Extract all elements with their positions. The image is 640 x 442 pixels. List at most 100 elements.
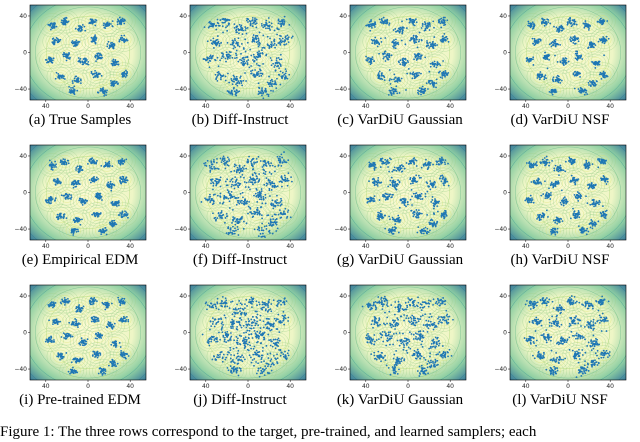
y-tick-label: −40 (334, 86, 347, 93)
sample-point (226, 25, 229, 27)
sample-point (572, 42, 575, 44)
sample-point (280, 203, 283, 206)
sample-point (256, 53, 259, 56)
sample-point (55, 166, 57, 168)
sample-point (282, 75, 284, 77)
sample-point (121, 36, 124, 39)
sample-point (431, 79, 433, 82)
sample-point (559, 78, 562, 81)
contour-line (116, 67, 132, 81)
sample-point (442, 16, 445, 19)
sample-point (264, 173, 267, 176)
contour-line (248, 207, 264, 221)
sample-point (268, 85, 271, 88)
sample-point (247, 186, 250, 189)
sample-point (420, 54, 423, 57)
sample-point (202, 58, 205, 60)
sample-point (599, 22, 602, 24)
sample-point (53, 166, 55, 168)
sample-point (373, 198, 375, 200)
contour-line (574, 52, 583, 60)
sample-point (214, 73, 217, 76)
sample-point (276, 155, 279, 158)
sample-point (263, 169, 266, 172)
sample-point (238, 184, 241, 187)
sample-point (228, 81, 231, 84)
sample-point (79, 57, 82, 60)
sample-point (249, 48, 252, 51)
sample-point (550, 45, 553, 48)
sample-point (394, 28, 397, 30)
sample-point (226, 164, 229, 166)
sample-point (73, 229, 76, 232)
sample-point (596, 20, 599, 23)
sample-point (57, 76, 60, 79)
contour-line (436, 207, 452, 221)
sample-point (233, 165, 236, 168)
sample-point (285, 70, 288, 73)
sample-point (123, 41, 126, 43)
sample-point (281, 71, 284, 74)
sample-point (236, 44, 239, 47)
sample-point (235, 54, 238, 57)
sample-point (216, 178, 219, 181)
sample-point (83, 25, 86, 28)
contour-line (556, 55, 572, 69)
contour-line (83, 170, 106, 189)
x-tick-label: 40 (42, 103, 50, 110)
sample-point (443, 184, 445, 187)
sample-point (577, 72, 580, 74)
contour-line (587, 9, 616, 34)
contour-line (420, 36, 442, 55)
sample-point (236, 84, 239, 87)
sample-point (103, 165, 105, 168)
sample-point (379, 166, 382, 168)
sample-point (246, 62, 249, 64)
sample-point (256, 74, 259, 77)
sample-point (100, 233, 103, 235)
sample-point (273, 66, 276, 68)
sample-point (365, 55, 367, 58)
sample-point (111, 200, 114, 203)
sample-point (106, 165, 109, 168)
sample-point (279, 201, 282, 203)
sample-point (393, 169, 396, 171)
sample-point (221, 55, 224, 58)
sample-point (73, 41, 75, 44)
sample-point (252, 53, 255, 56)
sample-point (256, 213, 259, 216)
sample-point (240, 62, 243, 64)
sample-point (412, 157, 415, 160)
contour-line (69, 213, 85, 227)
sample-point (390, 158, 392, 161)
sample-point (593, 81, 596, 84)
sample-point (63, 194, 66, 197)
sample-point (229, 54, 232, 57)
y-tick-label: 0 (23, 50, 27, 57)
sample-point (233, 195, 235, 198)
sample-point (274, 69, 277, 72)
sample-point (74, 27, 77, 30)
sample-point (400, 167, 403, 170)
sample-point (52, 164, 55, 167)
sample-point (74, 42, 77, 45)
sample-point (109, 223, 112, 226)
contour-line (95, 84, 111, 98)
y-tick-label: 0 (503, 50, 507, 57)
sample-point (285, 43, 288, 45)
sample-point (371, 58, 374, 61)
contour-line (267, 196, 283, 210)
contour-line (373, 184, 401, 209)
sample-point (215, 177, 217, 180)
sample-point (579, 76, 581, 78)
sample-point (437, 20, 440, 23)
sample-point (380, 157, 382, 160)
sample-point (245, 27, 247, 30)
sample-point (436, 61, 439, 64)
sample-point (391, 89, 394, 91)
contour-line (427, 56, 443, 70)
sample-point (591, 83, 594, 85)
sample-point (587, 81, 590, 84)
contour-line (205, 156, 291, 229)
